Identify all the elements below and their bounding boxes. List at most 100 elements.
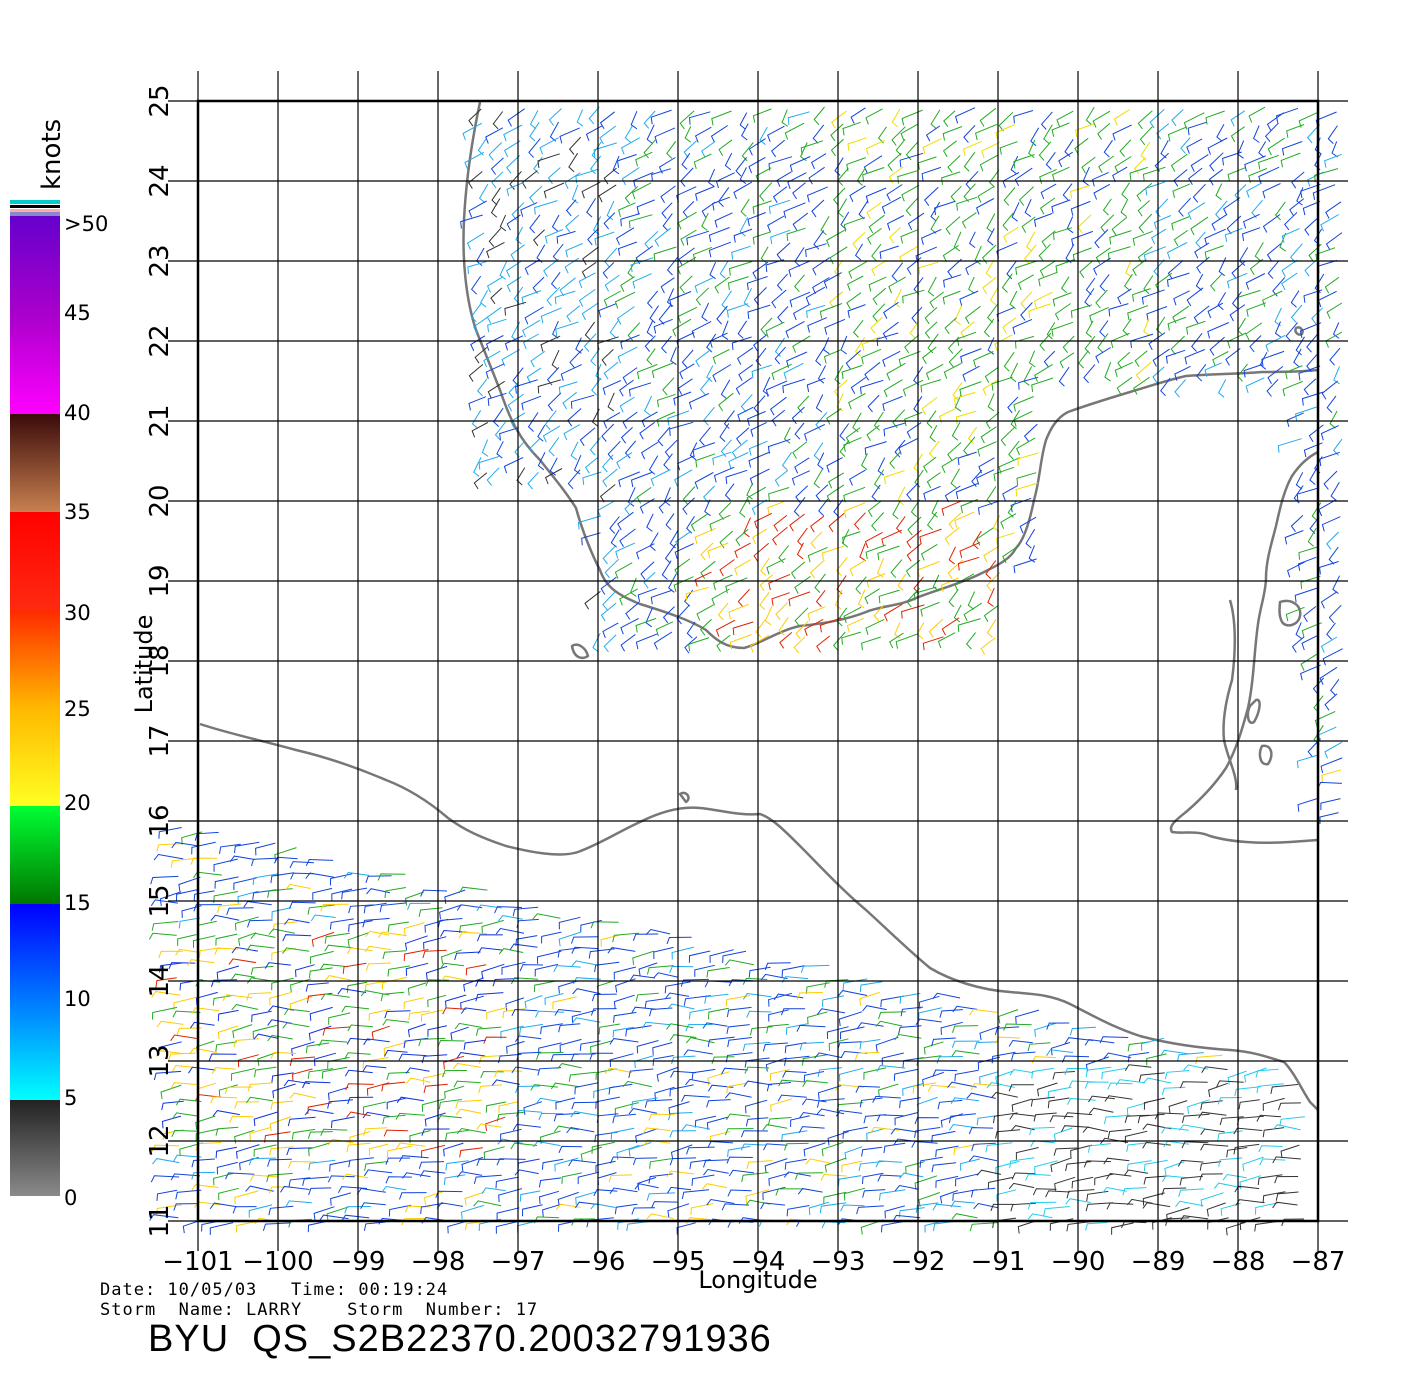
- wind-barb: [1274, 307, 1282, 327]
- wind-barb: [960, 498, 979, 514]
- wind-barb: [1052, 1071, 1075, 1080]
- wind-barb: [800, 964, 830, 973]
- wind-barb: [1331, 141, 1339, 158]
- latitude-tick-label: 21: [145, 404, 175, 437]
- wind-barb: [737, 320, 748, 339]
- wind-barb: [307, 1068, 334, 1079]
- wind-barb: [634, 1183, 659, 1190]
- wind-barb: [826, 484, 845, 503]
- wind-barb: [932, 1203, 961, 1211]
- wind-barb: [1137, 110, 1153, 130]
- longitude-tick-label: −101: [162, 1247, 233, 1277]
- wind-barb: [865, 187, 887, 204]
- wind-barb: [662, 606, 675, 624]
- wind-barb: [886, 215, 905, 231]
- wind-barb: [1207, 302, 1224, 319]
- wind-barb: [845, 350, 862, 370]
- wind-barb: [902, 289, 925, 304]
- wind-barb: [1153, 215, 1172, 230]
- wind-barb: [951, 421, 961, 441]
- wind-barb: [268, 1186, 293, 1194]
- wind-barb: [718, 139, 733, 156]
- wind-barb: [254, 1066, 277, 1078]
- wind-barb: [1086, 1190, 1109, 1202]
- wind-barb: [714, 276, 730, 294]
- wind-barb: [724, 959, 754, 966]
- wind-barb: [598, 184, 617, 203]
- wind-barb: [418, 1161, 445, 1169]
- wind-barb: [598, 1023, 620, 1035]
- wind-barb: [745, 1199, 771, 1206]
- wind-barb: [228, 958, 257, 965]
- wind-barb: [760, 317, 773, 336]
- wind-barb: [445, 1129, 469, 1141]
- wind-barb: [1321, 516, 1341, 532]
- wind-barb: [579, 1040, 601, 1051]
- wind-barb: [1008, 1084, 1034, 1092]
- wind-barb: [645, 607, 653, 628]
- wind-barb: [1085, 1202, 1114, 1212]
- wind-barb: [987, 1176, 1014, 1190]
- wind-barb: [1061, 1055, 1090, 1063]
- wind-barb: [291, 1128, 316, 1140]
- wind-barb: [766, 1023, 789, 1034]
- wind-barb: [1072, 247, 1092, 262]
- wind-barb: [1187, 1099, 1210, 1114]
- wind-barb: [269, 1146, 294, 1156]
- wind-barb: [995, 1036, 1021, 1044]
- wind-barb: [581, 532, 601, 546]
- wind-barb: [1013, 154, 1035, 169]
- wind-barb: [1230, 126, 1245, 143]
- wind-barb: [646, 290, 659, 309]
- wind-barb: [1322, 648, 1343, 666]
- wind-barb: [468, 396, 487, 411]
- wind-barb: [1079, 260, 1094, 279]
- wind-barb: [771, 363, 792, 381]
- wind-barb: [555, 1203, 581, 1211]
- wind-barb: [905, 197, 919, 217]
- wind-barb: [743, 1080, 772, 1087]
- wind-barb: [1198, 1111, 1227, 1119]
- wind-barb: [283, 1079, 311, 1087]
- wind-barb: [624, 125, 633, 143]
- wind-barb: [1226, 215, 1242, 235]
- latitude-tick-label: 12: [145, 1124, 175, 1157]
- wind-barb: [719, 423, 730, 442]
- wind-barb: [1323, 470, 1338, 490]
- wind-barb: [224, 1086, 253, 1095]
- wind-barb: [632, 933, 659, 941]
- wind-barb: [576, 109, 584, 127]
- wind-barb: [1245, 377, 1265, 394]
- wind-barb: [810, 515, 825, 533]
- wind-barb: [768, 1172, 789, 1186]
- wind-barb: [870, 316, 883, 334]
- wind-barb: [485, 1101, 506, 1113]
- wind-barb: [476, 1158, 505, 1166]
- wind-barb: [942, 290, 961, 305]
- wind-barb: [983, 605, 999, 622]
- wind-barb: [872, 287, 887, 306]
- wind-barb: [559, 127, 580, 144]
- wind-barb: [444, 1085, 465, 1099]
- wind-barb: [1194, 242, 1210, 259]
- wind-barb: [824, 1157, 847, 1173]
- wind-barb: [1161, 1187, 1187, 1196]
- wind-barb: [875, 1036, 899, 1052]
- wind-barb: [654, 1086, 675, 1101]
- wind-barb: [1254, 242, 1264, 262]
- wind-barb: [1031, 377, 1054, 392]
- wind-barb: [1106, 1202, 1134, 1210]
- wind-barb: [604, 558, 620, 579]
- wind-barb: [288, 901, 316, 909]
- wind-barb: [1109, 230, 1132, 245]
- wind-barb: [289, 1056, 315, 1067]
- wind-barb: [1134, 350, 1148, 367]
- wind-barb: [488, 227, 502, 247]
- wind-barb: [906, 529, 922, 549]
- wind-barb: [902, 379, 924, 397]
- wind-barb: [796, 991, 824, 1000]
- wind-barb: [922, 1071, 944, 1087]
- wind-barb: [1177, 1159, 1204, 1167]
- wind-barb: [264, 1131, 291, 1143]
- wind-barb: [171, 1064, 197, 1072]
